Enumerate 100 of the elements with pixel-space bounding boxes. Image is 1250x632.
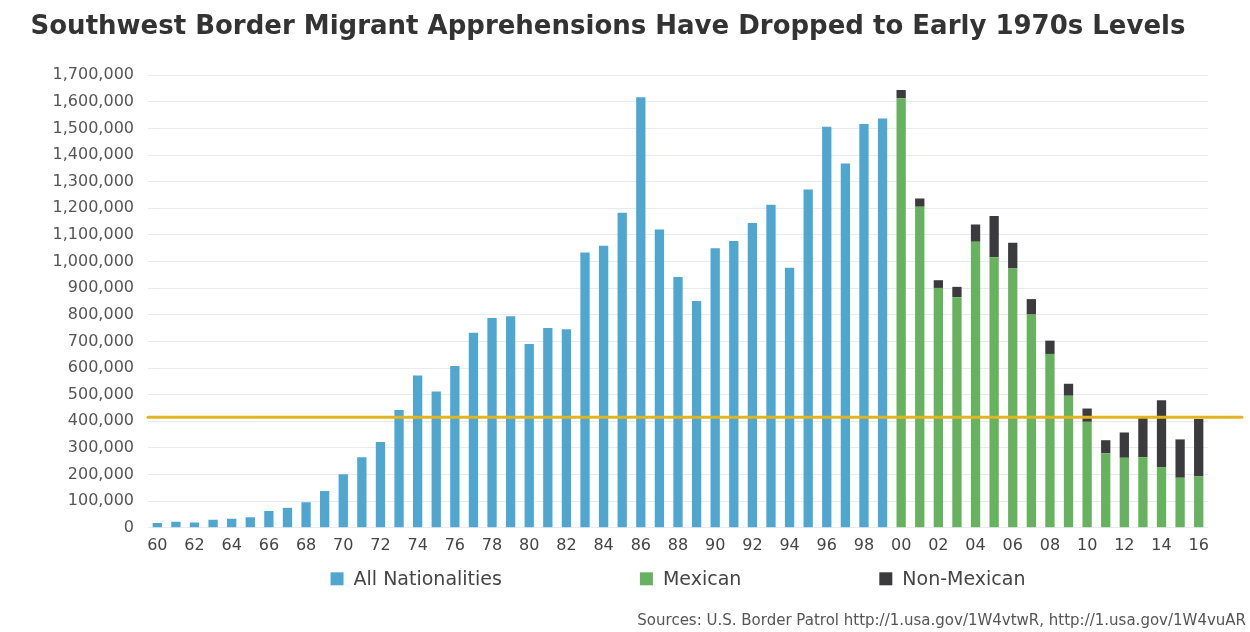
y-tick-label: 1,400,000 (52, 144, 134, 164)
bar (1194, 418, 1204, 477)
bar (301, 502, 311, 528)
bar (915, 206, 925, 528)
y-tick-label: 1,000,000 (52, 250, 134, 270)
x-tick-label: 06 (1002, 534, 1023, 554)
bar (1119, 432, 1129, 458)
bar (1008, 242, 1018, 269)
y-tick-label: 800,000 (67, 303, 134, 323)
bar (171, 521, 181, 528)
bar (784, 267, 795, 528)
bar (450, 365, 460, 528)
y-tick-label: 1,100,000 (52, 224, 134, 244)
bar (1175, 477, 1185, 528)
x-tick-label: 02 (928, 534, 949, 554)
bar (1101, 453, 1111, 528)
legend-label: Mexican (662, 566, 742, 589)
bar (1045, 340, 1055, 354)
bar (357, 457, 367, 528)
bar (710, 248, 720, 528)
x-tick-label: 08 (1039, 534, 1061, 554)
source-note: Sources: U.S. Border Patrol http://1.usa.gov/1W4vtwR, http://1.usa.gov/1W4vuAR (637, 610, 1246, 629)
y-tick-label: 700,000 (67, 330, 134, 350)
bar (1026, 314, 1036, 528)
y-tick-label: 1,200,000 (52, 197, 134, 217)
bar (1194, 476, 1204, 528)
bar (673, 277, 683, 528)
y-tick-label: 1,500,000 (52, 117, 134, 137)
bar (468, 332, 479, 528)
x-tick-label: 00 (890, 534, 912, 554)
bar (877, 118, 888, 528)
y-tick-label: 100,000 (67, 490, 134, 510)
x-tick-label: 68 (295, 534, 317, 554)
bar (822, 126, 832, 528)
bar (580, 252, 590, 528)
bar (598, 245, 609, 528)
bar (1138, 417, 1148, 458)
x-tick-label: 80 (519, 534, 540, 554)
x-tick-label: 98 (853, 534, 875, 554)
x-tick-label: 88 (667, 534, 689, 554)
x-tick-label: 72 (370, 534, 391, 554)
bar (636, 97, 646, 528)
bar (1082, 421, 1092, 528)
bar (933, 280, 943, 288)
bar (1119, 457, 1129, 528)
y-tick-label: 400,000 (67, 410, 134, 430)
x-tick-label: 82 (556, 534, 577, 554)
bar (208, 519, 218, 528)
bar (970, 241, 981, 528)
bar (915, 198, 925, 207)
x-tick-label: 10 (1076, 534, 1098, 554)
bar (524, 344, 534, 528)
bar (1175, 439, 1185, 478)
legend-label: Non-Mexican (902, 566, 1026, 589)
y-tick-label: 200,000 (67, 463, 134, 483)
bar (747, 222, 758, 528)
x-tick-label: 78 (481, 534, 503, 554)
x-tick-label: 12 (1114, 534, 1135, 554)
bar (1156, 400, 1167, 468)
legend-label: All Nationalities (353, 566, 502, 589)
bar (729, 241, 739, 528)
bar (952, 286, 962, 298)
x-tick-label: 92 (742, 534, 763, 554)
bar (896, 90, 906, 99)
bar (1008, 268, 1018, 528)
bar (282, 507, 293, 528)
bar (543, 328, 553, 528)
y-tick-label: 1,600,000 (52, 90, 134, 110)
x-tick-label: 84 (593, 534, 614, 554)
chart-title: Southwest Border Migrant Apprehensions Have Dropped to Early 1970s Levels (30, 10, 1186, 41)
x-tick-label: 76 (444, 534, 466, 554)
x-tick-label: 64 (221, 534, 242, 554)
bar (320, 491, 330, 528)
bar (1138, 457, 1148, 528)
bar (691, 300, 702, 528)
bar (859, 123, 869, 528)
bar (803, 189, 813, 528)
bar (970, 224, 981, 242)
x-tick-label: 96 (816, 534, 837, 554)
bar (933, 287, 943, 528)
bar (1101, 440, 1111, 454)
bar (227, 518, 237, 528)
x-tick-label: 86 (630, 534, 651, 554)
bar (1063, 395, 1074, 528)
bar (952, 297, 962, 528)
y-tick-label: 500,000 (67, 383, 134, 403)
bar (989, 257, 999, 528)
x-tick-label: 66 (258, 534, 280, 554)
bar (766, 204, 776, 528)
x-tick-label: 74 (407, 534, 428, 554)
y-tick-label: 0 (123, 516, 134, 536)
bar (1045, 353, 1055, 528)
bar (561, 329, 572, 528)
y-tick-label: 1,300,000 (52, 170, 134, 190)
x-tick-label: 70 (333, 534, 354, 554)
bar (338, 474, 348, 528)
bar (375, 442, 386, 528)
bar (896, 98, 906, 528)
bar (394, 410, 404, 528)
x-tick-label: 14 (1151, 534, 1172, 554)
